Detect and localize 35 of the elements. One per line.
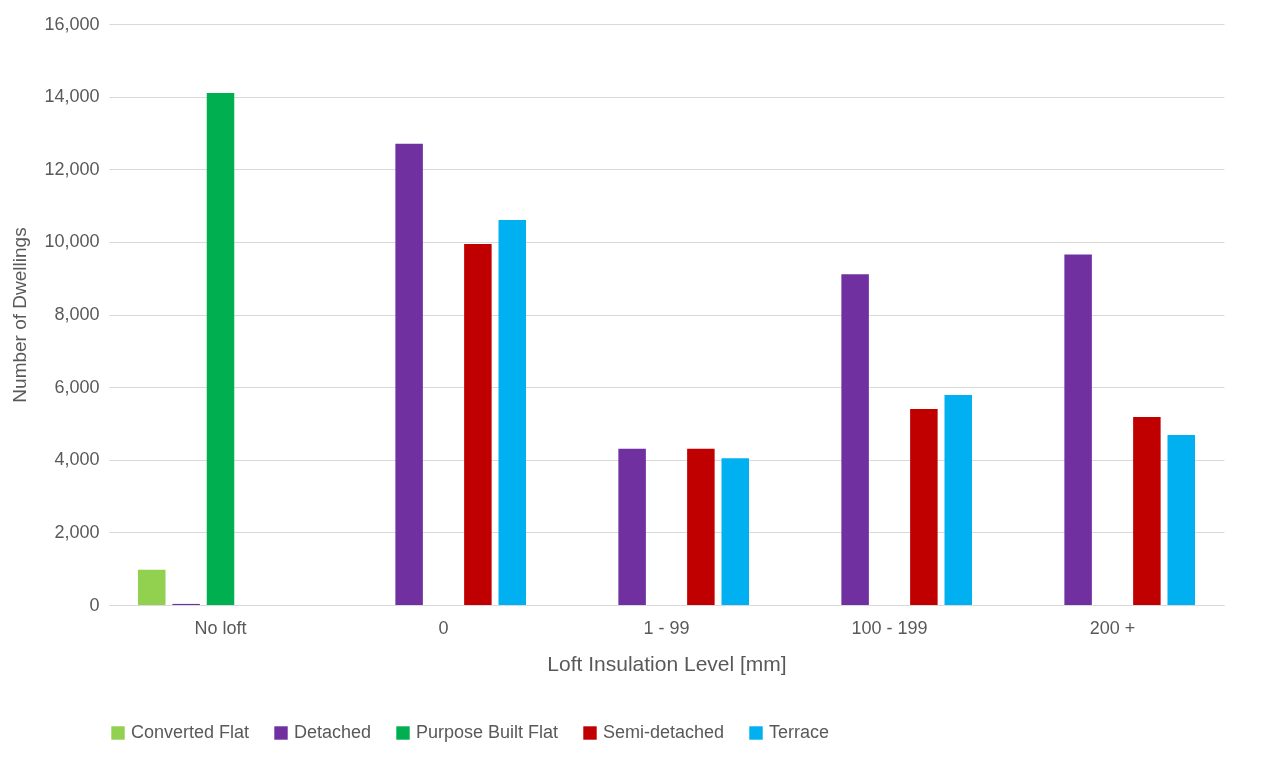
y-tick-label: 4,000 [54, 449, 100, 470]
x-axis-title: Loft Insulation Level [mm] [547, 651, 787, 675]
legend-label: Converted Flat [131, 722, 250, 742]
bar [687, 448, 715, 605]
y-tick-label: 14,000 [44, 86, 100, 107]
bar [1133, 416, 1161, 605]
y-tick-label: 2,000 [54, 521, 100, 542]
y-tick-label: 6,000 [54, 376, 100, 397]
x-tick-label: 1 - 99 [643, 617, 690, 638]
bar [721, 458, 750, 605]
bar [464, 244, 492, 605]
bar [137, 569, 166, 605]
y-axis-title: Number of Dwellings [9, 227, 31, 403]
bar [618, 448, 646, 605]
x-tick-label: 200 + [1089, 617, 1136, 638]
bar [944, 395, 973, 605]
bar [910, 408, 938, 605]
y-tick-label: 8,000 [54, 304, 100, 324]
y-tick-label: 16,000 [44, 13, 100, 34]
legend-label: Detached [294, 722, 372, 742]
legend-label: Semi-detached [603, 722, 725, 742]
x-tick-label: No loft [194, 617, 247, 638]
y-tick-label: 0 [89, 594, 100, 615]
x-tick-label: 100 - 199 [851, 617, 928, 638]
bar [206, 92, 235, 605]
legend-label: Purpose Built Flat [416, 722, 559, 742]
x-tick-label: 0 [438, 617, 449, 638]
y-tick-label: 12,000 [44, 158, 100, 179]
bar [1064, 254, 1092, 605]
bar [1167, 435, 1196, 605]
y-tick-label: 10,000 [44, 231, 100, 252]
bar [498, 220, 527, 605]
legend-label: Terrace [769, 722, 830, 742]
bar [395, 143, 423, 605]
bar [841, 274, 869, 605]
